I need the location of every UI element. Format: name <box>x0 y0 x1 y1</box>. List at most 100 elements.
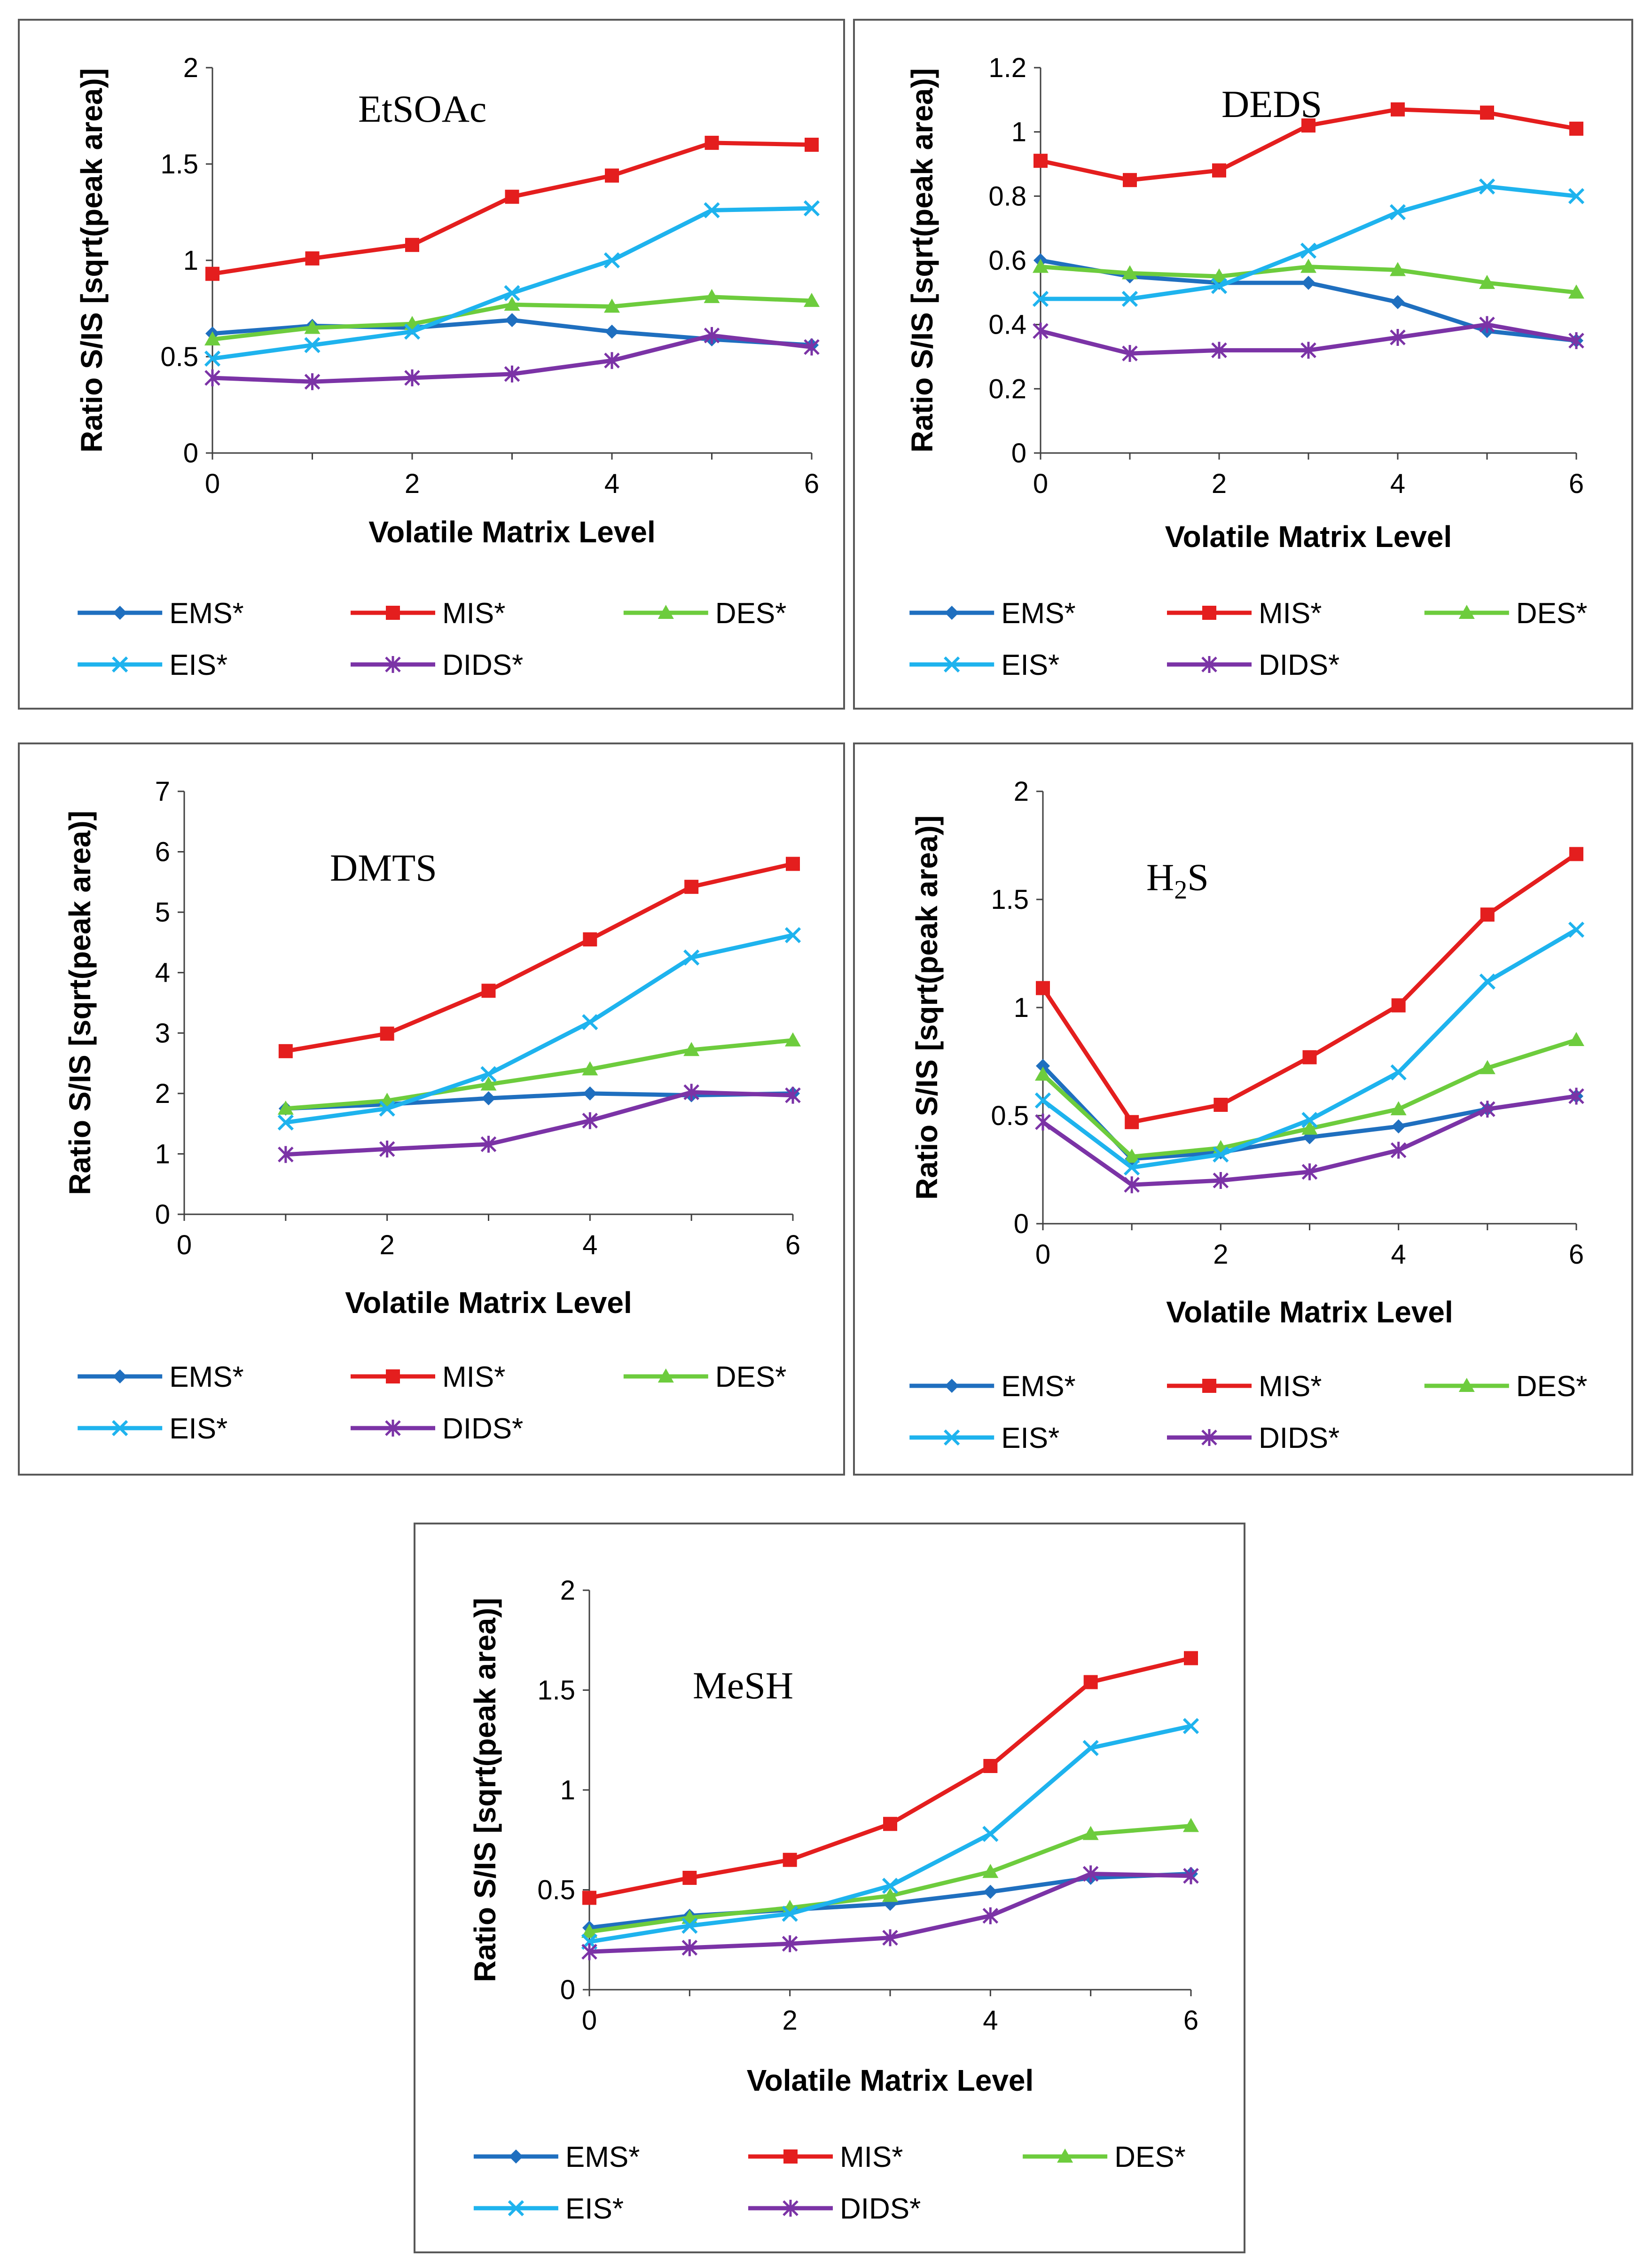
chart-title-text: DMTS <box>330 846 437 889</box>
data-point-mis <box>1569 121 1583 136</box>
legend-marker <box>1458 1378 1475 1392</box>
x-tick-label: 6 <box>804 469 819 499</box>
legend-marker <box>783 2149 798 2164</box>
chart-title-text: H <box>1146 856 1174 899</box>
data-point-mis <box>1036 981 1050 995</box>
legend-marker <box>1202 1379 1216 1393</box>
series-line-mis <box>1041 852 1578 1125</box>
legend-item-dids: DIDS* <box>1167 649 1339 681</box>
chart-panel-h2s: 0 0.5 1 1.5 2 0 2 4 6 Volatile Matrix Level Ratio … <box>853 742 1633 1476</box>
data-point-eis <box>683 949 700 966</box>
data-point-mis <box>783 1852 797 1867</box>
data-point-des <box>1035 1066 1051 1081</box>
legend-item-ems: EMS* <box>909 597 1076 630</box>
y-tick-label: 2 <box>1014 776 1029 807</box>
data-point-dids <box>1211 342 1227 359</box>
x-tick-label: 4 <box>582 1230 597 1260</box>
data-point-dids <box>683 1084 699 1101</box>
legend-marker <box>386 606 400 620</box>
legend-item-des: DES* <box>623 1361 786 1393</box>
chart-title-text: EtSOAc <box>358 87 486 130</box>
chart-panel-dmts: 0 1 2 3 4 5 6 7 0 2 4 6 Volatile Matrix Level Ratio S… <box>18 742 845 1476</box>
y-tick-label: 4 <box>155 958 170 988</box>
data-point-eis <box>379 1100 395 1117</box>
data-point-dids <box>1183 1867 1199 1884</box>
legend-marker <box>509 2149 523 2164</box>
y-tick-label: 6 <box>155 837 170 867</box>
series-dids <box>204 327 820 391</box>
data-point-ems <box>605 324 619 339</box>
series-des <box>1033 258 1584 299</box>
data-point-des <box>277 1101 294 1115</box>
series-eis <box>204 200 820 367</box>
legend-marker <box>385 656 401 673</box>
series-line-ems <box>285 1091 793 1111</box>
legend-label: EIS* <box>565 2193 624 2225</box>
legend-label: DES* <box>715 597 787 630</box>
data-point-dids <box>379 1141 395 1158</box>
y-axis-label: Ratio S/IS [sqrt(peak area)] <box>468 1598 502 1982</box>
x-tick-label: 0 <box>582 2005 597 2036</box>
legend-label: EMS* <box>1001 1370 1075 1403</box>
y-tick-label: 2 <box>155 1078 170 1109</box>
x-axis-label: Volatile Matrix Level <box>1165 520 1452 554</box>
legend-marker <box>658 605 674 619</box>
y-tick-label: 0 <box>183 438 198 469</box>
data-point-mis <box>605 168 619 183</box>
legend-item-eis: EIS* <box>78 1413 227 1445</box>
data-point-dids <box>582 1112 598 1129</box>
legend-label: EIS* <box>169 1413 227 1445</box>
y-axis-label: Ratio S/IS [sqrt(peak area)] <box>75 68 109 453</box>
data-point-mis <box>582 1891 596 1905</box>
data-point-dids <box>1479 316 1495 333</box>
series-eis <box>1034 922 1585 1176</box>
data-point-des <box>204 331 220 346</box>
line-chart-h2s: 0 0.5 1 1.5 2 0 2 4 6 Volatile Matrix Level Ratio … <box>909 776 1588 1454</box>
chart-title-text: MeSH <box>693 1664 793 1707</box>
y-tick-label: 0 <box>155 1199 170 1230</box>
legend-label: DIDS* <box>1259 649 1339 681</box>
data-point-mis <box>1125 1115 1139 1129</box>
legend-item-eis: EIS* <box>78 649 227 681</box>
data-point-mis <box>1184 1651 1198 1665</box>
chart-title: DEDS <box>1221 83 1322 125</box>
legend-marker <box>1202 606 1216 620</box>
y-tick-label: 1 <box>1011 117 1026 148</box>
y-tick-label: 2 <box>183 53 198 83</box>
legend-marker <box>945 1379 959 1393</box>
data-point-dids <box>882 1929 898 1946</box>
data-point-dids <box>1568 1087 1584 1105</box>
legend: EMS* MIS* DES* EIS* DIDS* <box>78 1361 786 1445</box>
y-tick-label: 0.5 <box>160 342 198 372</box>
legend-label: EIS* <box>1001 649 1059 681</box>
data-point-des <box>704 289 720 303</box>
data-point-dids <box>1033 322 1049 340</box>
legend-label: DES* <box>1516 1370 1588 1403</box>
data-point-dids <box>1568 332 1584 349</box>
data-point-dids <box>1035 1113 1051 1131</box>
legend-marker <box>113 1369 127 1383</box>
series-dids <box>581 1865 1199 1961</box>
data-point-eis <box>1182 1718 1199 1735</box>
legend: EMS* MIS* DES* EIS* DIDS* <box>909 597 1587 681</box>
data-point-mis <box>1123 173 1137 188</box>
legend-item-des: DES* <box>623 597 787 630</box>
data-point-mis <box>505 189 519 204</box>
data-point-eis <box>1211 278 1228 294</box>
data-point-mis <box>705 135 719 150</box>
data-point-des <box>582 1061 598 1076</box>
x-tick-label: 6 <box>1569 469 1584 499</box>
data-point-des <box>1122 265 1138 280</box>
data-point-des <box>1082 1826 1099 1840</box>
x-tick-label: 6 <box>1183 2005 1198 2036</box>
series-eis <box>277 927 801 1131</box>
data-point-des <box>785 1032 801 1047</box>
legend-item-des: DES* <box>1424 597 1587 630</box>
y-tick-label: 0 <box>1014 1209 1029 1239</box>
y-axis-label: Ratio S/IS [sqrt(peak area)] <box>63 811 97 1195</box>
legend-marker <box>944 656 960 673</box>
data-point-eis <box>1121 290 1138 307</box>
data-point-eis <box>982 1826 999 1842</box>
data-point-eis <box>1389 204 1406 220</box>
data-point-des <box>1300 258 1316 273</box>
